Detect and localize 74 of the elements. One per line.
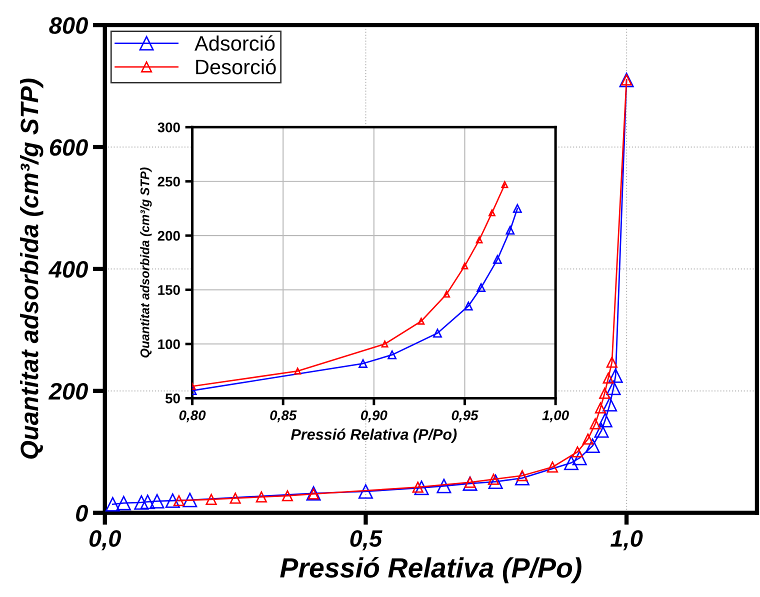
point [230,492,241,504]
point [476,283,486,292]
point [514,470,530,486]
y-tick-label: 50 [165,394,180,404]
point [488,474,503,489]
point [282,490,294,502]
point [182,492,198,508]
point [381,340,388,348]
y-tick-label: 600 [50,139,88,156]
point [294,368,302,375]
point [140,494,155,510]
point [564,456,579,470]
point [585,438,600,454]
point [608,368,623,383]
point [546,462,558,473]
x-tick-label: 0,0 [89,530,122,550]
point [572,450,587,466]
point [506,226,515,235]
point [512,204,522,213]
point [388,350,397,360]
point [594,402,606,414]
x-tick-label: 0,85 [270,410,297,422]
point [150,494,164,508]
x-tick-label: 0,95 [452,410,478,422]
point [606,356,618,368]
x-tick-label: 0,90 [360,410,388,422]
legend-label: Desorció [196,58,276,74]
x-tick-label: 0,80 [179,410,206,422]
y-tick-label: 100 [158,339,180,350]
point [436,478,452,494]
point [256,491,267,503]
point [418,318,425,325]
point [462,476,478,491]
y-tick-label: 250 [158,176,180,187]
point [116,496,131,510]
y-tick-label: 200 [158,230,180,241]
y-tick-label: 800 [49,17,88,34]
point [488,209,496,216]
y-axis-title: Quantitat adsorbida (cm³/g STP) [20,78,44,459]
point [599,388,610,399]
x-tick-label: 1,00 [542,410,569,422]
point [443,290,450,298]
y-tick-label: 200 [48,382,88,400]
y-tick-label: 0 [76,504,88,522]
point [358,359,368,368]
point [501,181,508,188]
point [206,494,217,505]
point [173,495,185,506]
point [582,433,594,445]
x-axis-title: Pressió Relativa (P/Po) [290,428,457,443]
y-axis-title: Quantitat adsorbida (cm³/g STP) [140,168,152,358]
point [358,484,373,499]
point [606,380,621,396]
point [476,236,483,244]
point [602,372,614,384]
point [433,328,442,338]
point [492,254,502,264]
y-tick-label: 400 [48,261,88,278]
point [464,302,473,310]
x-tick-label: 0,5 [350,530,382,550]
point [602,397,618,412]
legend-label: Adsorció [194,35,275,51]
point [598,412,612,428]
y-tick-label: 300 [158,122,180,132]
point [594,423,609,438]
point [590,418,601,430]
point [105,497,120,512]
point [414,480,429,496]
point [165,493,180,508]
y-tick-label: 150 [158,285,180,295]
point [134,495,149,510]
point [461,262,468,270]
x-axis-title: Pressió Relativa (P/Po) [280,557,582,584]
x-tick-label: 1,0 [610,530,643,550]
